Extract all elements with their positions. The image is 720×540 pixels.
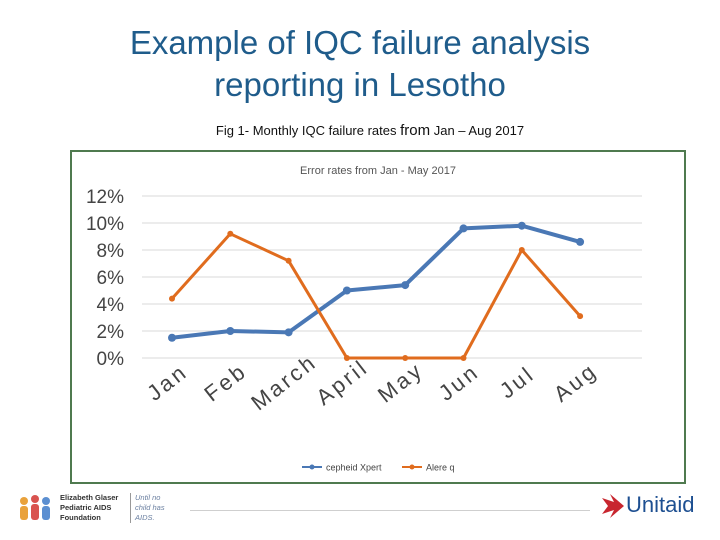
slide-title: Example of IQC failure analysis reportin… xyxy=(60,22,660,106)
data-point xyxy=(460,355,467,361)
data-point xyxy=(517,221,526,230)
egpaf-tagline-line: Until no xyxy=(135,493,161,502)
data-point xyxy=(518,247,525,253)
y-tick-label: 0% xyxy=(97,349,125,370)
data-point xyxy=(576,237,585,246)
y-tick-label: 8% xyxy=(97,241,125,262)
egpaf-name: Elizabeth Glaser Pediatric AIDS Foundati… xyxy=(60,493,118,523)
data-point xyxy=(284,328,293,337)
figure-caption-from: from xyxy=(400,122,431,139)
data-point xyxy=(577,313,584,320)
y-tick-label: 10% xyxy=(86,214,124,235)
legend-marker xyxy=(409,464,415,470)
unitaid-arrow-icon xyxy=(602,494,624,518)
slide-title-line-2: reporting in Lesotho xyxy=(214,66,506,103)
egpaf-tagline-line: AIDS. xyxy=(135,513,155,522)
x-tick-label: May xyxy=(373,357,428,408)
data-point xyxy=(168,333,176,342)
data-point xyxy=(226,327,235,335)
legend-marker xyxy=(309,464,315,470)
data-point xyxy=(402,355,409,361)
egpaf-logo: Elizabeth Glaser Pediatric AIDS Foundati… xyxy=(10,490,200,534)
figure-caption-suffix: Jan – Aug 2017 xyxy=(430,123,525,138)
x-tick-label: Jan xyxy=(142,359,192,406)
egpaf-name-line: Foundation xyxy=(60,513,101,522)
data-point xyxy=(459,224,468,233)
legend-label: cepheid Xpert xyxy=(326,463,382,473)
x-tick-label: Aug xyxy=(549,357,602,406)
egpaf-name-line: Elizabeth Glaser xyxy=(60,493,119,502)
x-tick-label: Feb xyxy=(199,358,251,407)
egpaf-name-line: Pediatric AIDS xyxy=(60,503,112,512)
data-point xyxy=(285,257,292,264)
series-line xyxy=(170,232,582,360)
footer-divider xyxy=(190,510,590,511)
y-tick-label: 12% xyxy=(86,187,124,208)
y-tick-label: 6% xyxy=(97,268,125,289)
y-tick-label: 4% xyxy=(97,295,125,316)
egpaf-children-icon xyxy=(20,495,50,520)
unitaid-wordmark: Unitaid xyxy=(626,492,695,517)
figure-caption: Fig 1- Monthly IQC failure rates from Ja… xyxy=(160,122,580,139)
egpaf-tagline: Until no child has AIDS. xyxy=(130,493,165,523)
series-line xyxy=(171,223,581,340)
y-tick-label: 2% xyxy=(97,322,125,343)
line-chart: Error rates from Jan - May 2017 12% 10% 8% 6… xyxy=(86,165,642,473)
egpaf-tagline-line: child has xyxy=(135,503,165,512)
chart-frame: Error rates from Jan - May 2017 12% 10% 8% 6… xyxy=(70,150,686,484)
x-tick-label: Jun xyxy=(434,359,484,406)
x-tick-label: April xyxy=(311,354,373,410)
data-point xyxy=(342,286,351,295)
data-point xyxy=(401,281,410,290)
legend-label: Alere q xyxy=(426,463,455,473)
chart-title: Error rates from Jan - May 2017 xyxy=(300,165,456,177)
unitaid-logo: Unitaid xyxy=(600,490,715,526)
slide-title-line-1: Example of IQC failure analysis xyxy=(129,24,591,61)
x-tick-label: March xyxy=(246,349,321,416)
figure-caption-prefix: Fig 1- Monthly IQC failure rates xyxy=(215,123,401,138)
data-point xyxy=(227,230,234,237)
data-point xyxy=(169,295,175,302)
x-tick-label: Jul xyxy=(495,361,540,404)
data-point xyxy=(343,355,350,361)
